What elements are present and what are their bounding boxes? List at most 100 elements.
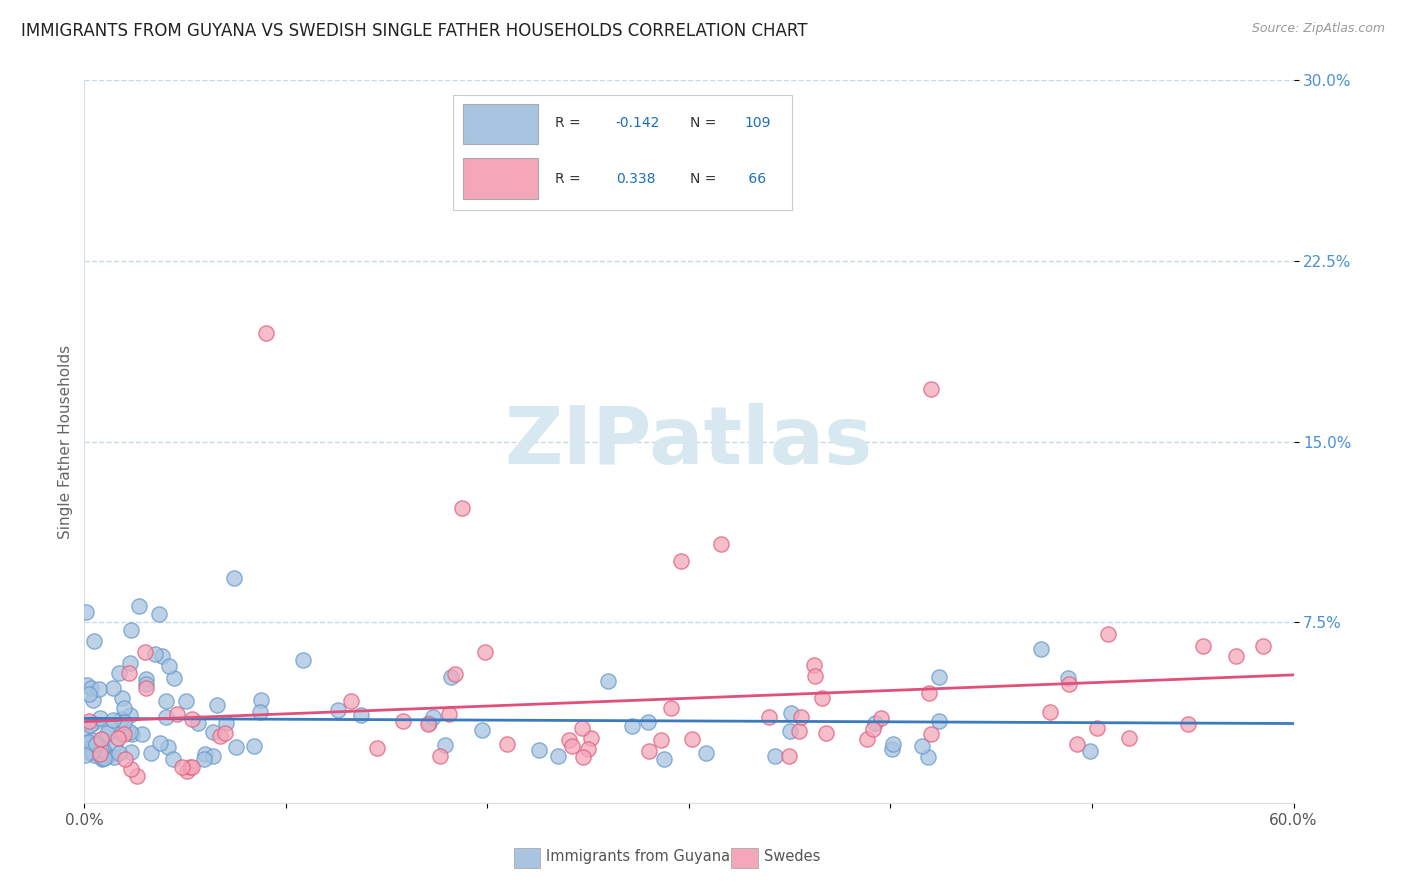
Point	[882, 738, 904, 752]
Point	[111, 690, 134, 705]
Y-axis label: Single Father Households: Single Father Households	[58, 344, 73, 539]
Point	[83, 742, 105, 756]
FancyBboxPatch shape	[731, 847, 758, 868]
Point	[758, 709, 780, 723]
Point	[787, 724, 810, 739]
Point	[1192, 639, 1215, 653]
Point	[101, 681, 124, 695]
Point	[83, 633, 105, 648]
Point	[869, 711, 891, 725]
Point	[76, 736, 98, 750]
Point	[440, 670, 463, 684]
Point	[1253, 639, 1275, 653]
Point	[780, 706, 803, 720]
Point	[439, 706, 461, 721]
Point	[1057, 676, 1080, 690]
Point	[1085, 721, 1108, 735]
Point	[143, 647, 166, 661]
Point	[135, 676, 157, 690]
Point	[101, 713, 124, 727]
Point	[148, 607, 170, 621]
Point	[181, 760, 204, 774]
Point	[340, 694, 363, 708]
Point	[114, 752, 136, 766]
Point	[811, 691, 834, 706]
Point	[911, 739, 934, 753]
Point	[80, 681, 103, 695]
Point	[77, 734, 100, 748]
Point	[571, 721, 593, 735]
Point	[90, 732, 112, 747]
Point	[669, 554, 692, 568]
Point	[637, 714, 659, 729]
FancyBboxPatch shape	[513, 847, 540, 868]
Point	[90, 743, 112, 757]
Text: ZIPatlas: ZIPatlas	[505, 402, 873, 481]
Point	[201, 725, 224, 739]
Point	[89, 711, 111, 725]
Point	[103, 750, 125, 764]
Point	[620, 719, 643, 733]
Point	[1097, 627, 1119, 641]
Point	[1225, 649, 1247, 664]
Point	[416, 717, 439, 731]
Point	[576, 742, 599, 756]
Point	[366, 741, 388, 756]
Point	[76, 745, 98, 759]
Point	[76, 678, 98, 692]
Point	[695, 747, 717, 761]
Point	[1066, 738, 1088, 752]
Point	[156, 740, 179, 755]
Point	[91, 742, 114, 756]
Point	[135, 681, 157, 695]
Point	[110, 726, 132, 740]
Point	[920, 727, 942, 741]
Point	[83, 748, 105, 763]
Point	[638, 744, 661, 758]
Point	[155, 694, 177, 708]
Point	[112, 700, 135, 714]
Point	[862, 722, 884, 736]
Point	[778, 748, 800, 763]
Point	[710, 537, 733, 551]
Point	[77, 687, 100, 701]
Point	[150, 648, 173, 663]
Point	[82, 716, 104, 731]
Point	[529, 743, 551, 757]
Point	[114, 727, 136, 741]
Point	[170, 760, 193, 774]
Text: Immigrants from Guyana: Immigrants from Guyana	[547, 849, 730, 864]
Point	[82, 692, 104, 706]
Point	[84, 737, 107, 751]
Point	[803, 657, 825, 672]
Point	[422, 710, 444, 724]
Point	[193, 752, 215, 766]
Point	[181, 712, 204, 726]
Point	[90, 743, 112, 757]
Point	[291, 653, 314, 667]
Point	[107, 666, 129, 681]
Point	[120, 657, 142, 671]
Point	[112, 714, 135, 729]
Point	[166, 706, 188, 721]
Text: IMMIGRANTS FROM GUYANA VS SWEDISH SINGLE FATHER HOUSEHOLDS CORRELATION CHART: IMMIGRANTS FROM GUYANA VS SWEDISH SINGLE…	[21, 22, 807, 40]
Point	[83, 743, 105, 757]
Point	[120, 724, 142, 739]
Point	[121, 624, 143, 638]
Point	[863, 715, 886, 730]
Point	[139, 746, 162, 760]
Point	[928, 714, 950, 728]
Point	[98, 720, 121, 734]
Point	[1029, 642, 1052, 657]
Point	[97, 749, 120, 764]
Point	[118, 665, 141, 680]
Point	[110, 712, 132, 726]
Point	[73, 747, 96, 762]
Point	[496, 737, 519, 751]
Point	[1039, 705, 1062, 719]
Point	[928, 670, 950, 684]
Point	[89, 747, 111, 762]
Point	[128, 599, 150, 613]
Point	[80, 732, 103, 747]
Point	[547, 748, 569, 763]
